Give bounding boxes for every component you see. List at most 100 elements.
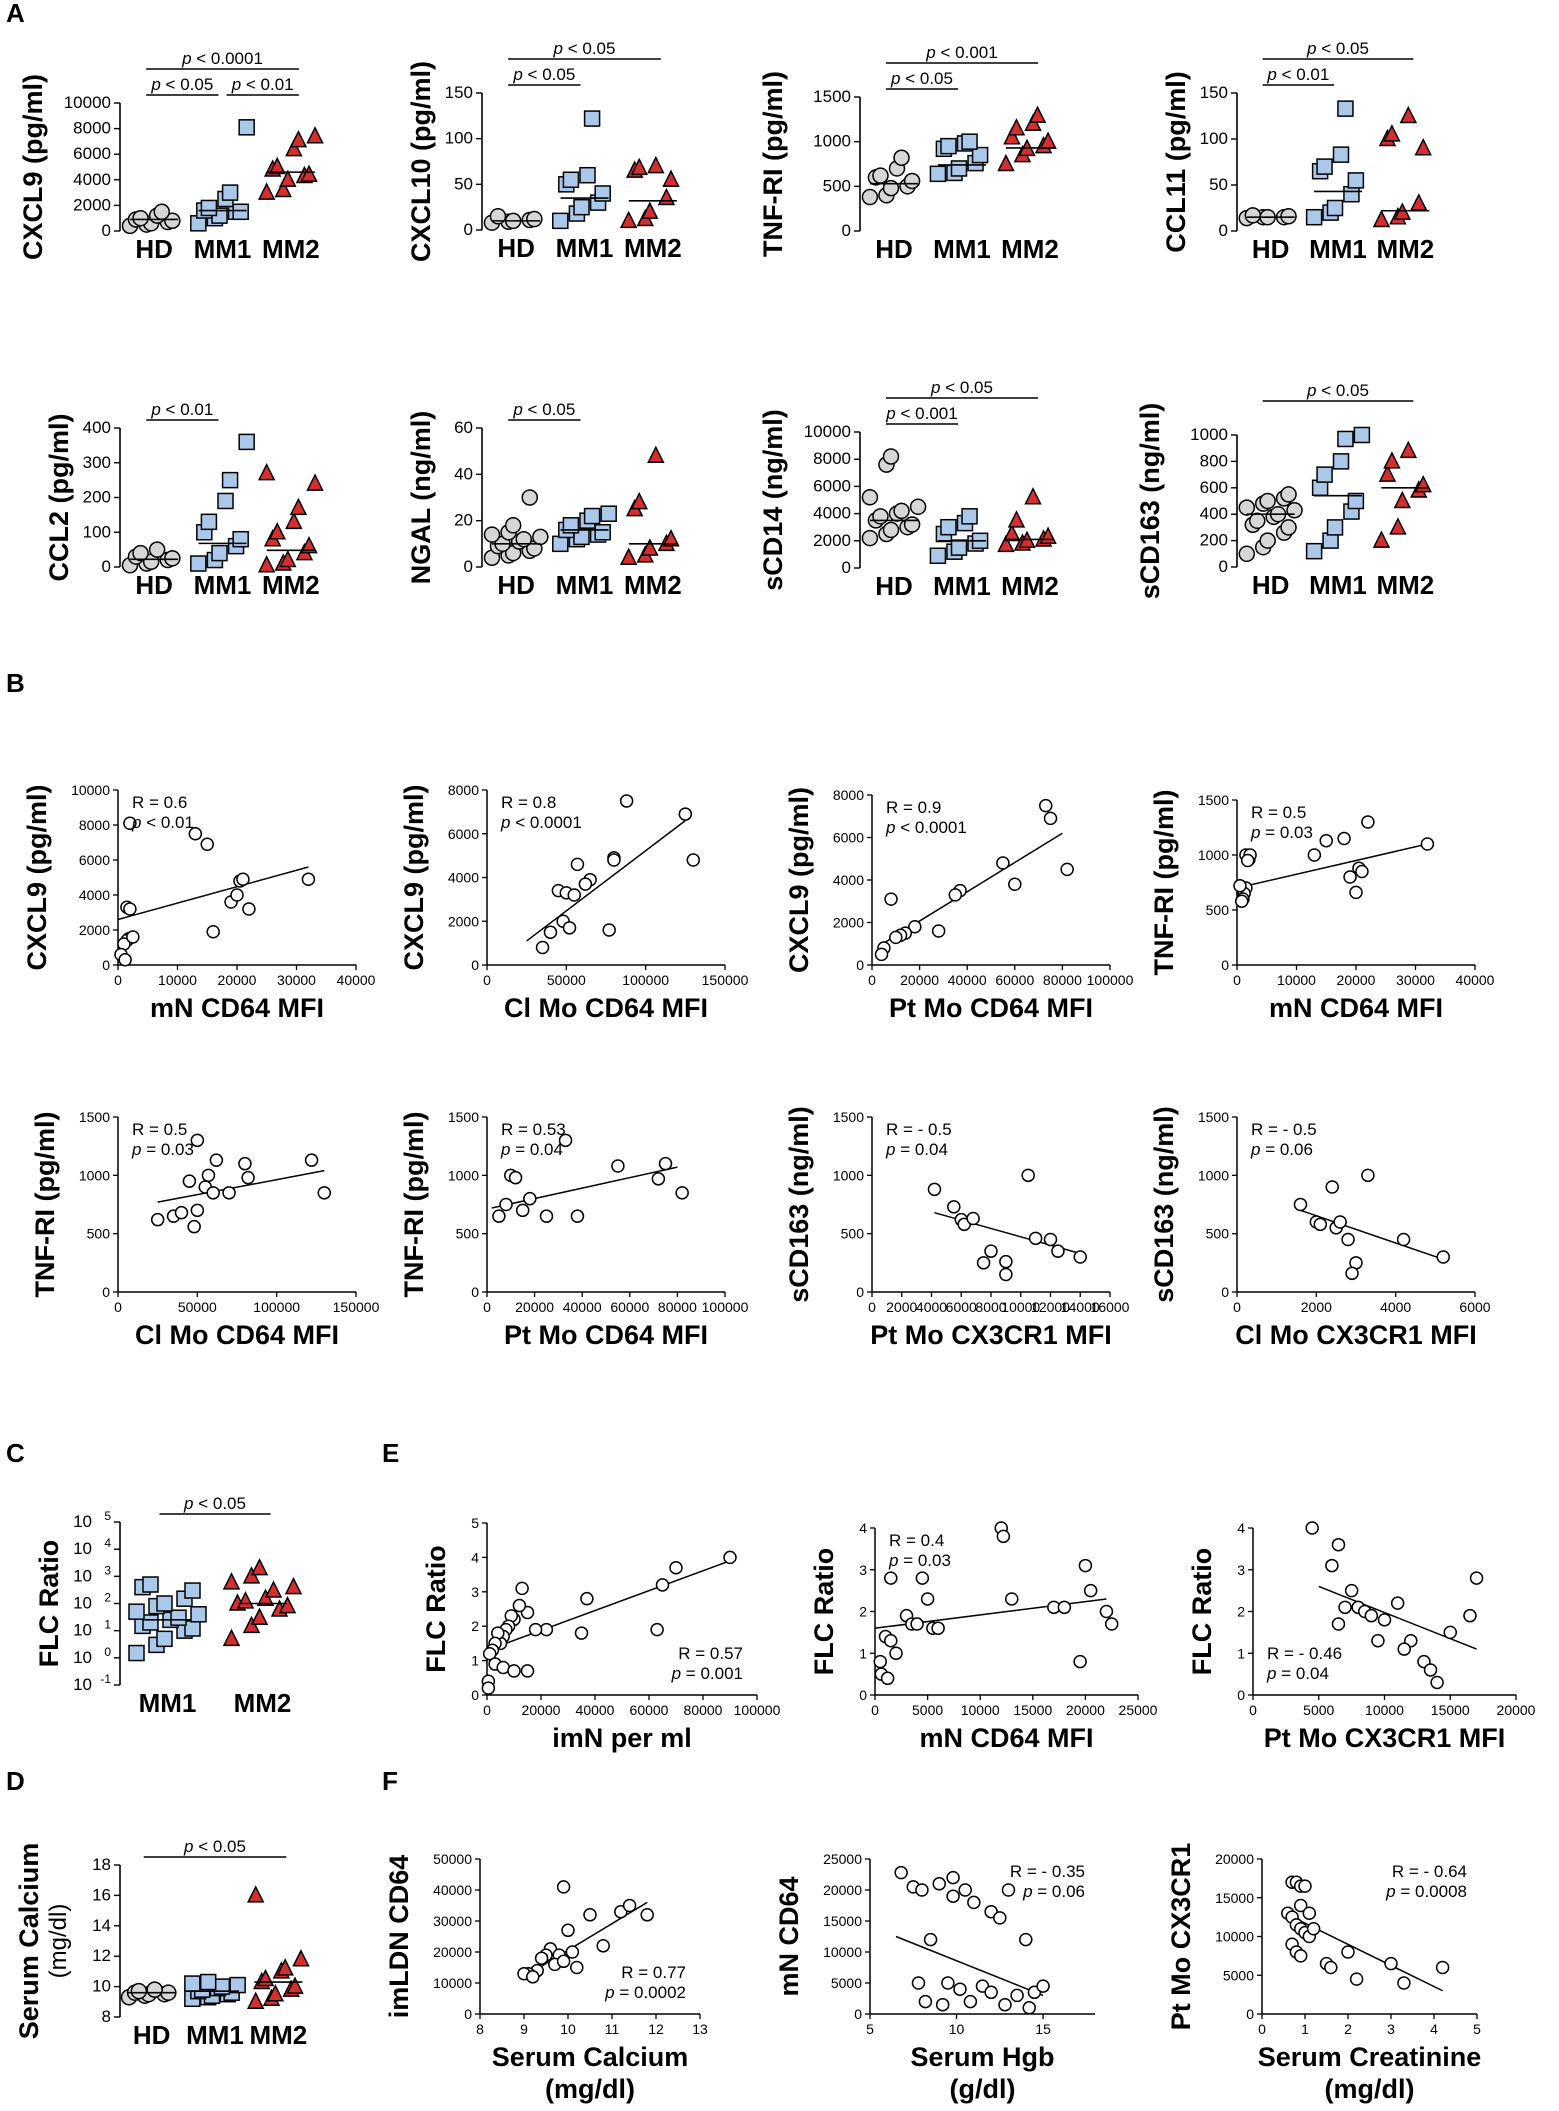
p-value-label: p = 0.0008 (1385, 1882, 1467, 1901)
data-point (561, 1923, 575, 1938)
data-point (1371, 1633, 1385, 1648)
data-point (1233, 879, 1247, 893)
p-value: = 0.06 (1033, 1882, 1085, 1901)
data-point (596, 1939, 610, 1953)
x-tick-label: 5000 (912, 1702, 943, 1718)
category-label-hd: HD (875, 234, 913, 264)
x-tick-label: 40000 (563, 1299, 602, 1315)
data-point (1043, 1232, 1058, 1247)
significance-label: p < 0.001 (885, 404, 957, 423)
point-hd (483, 526, 501, 543)
chart-11: 0 500 1000 1500 0 10000 20000 30000 40000 TNF-RI … (1149, 790, 1495, 1023)
x-tick-label: 20000 (522, 1702, 561, 1718)
y-tick-label: 0 (102, 221, 111, 240)
x-axis-title: mN CD64 MFI (1269, 993, 1443, 1023)
y-tick-label: 4000 (79, 887, 110, 903)
point-mm2 (1007, 118, 1026, 136)
y-axis-title: TNF-RI (pg/ml) (30, 1112, 60, 1298)
data-point (658, 1156, 673, 1171)
category-label-hd: HD (135, 234, 173, 264)
x-axis-title-unit: (mg/dl) (1325, 2074, 1415, 2104)
data-point (1073, 1654, 1087, 1669)
p-italic: p (1266, 1664, 1276, 1683)
data-point (1341, 1232, 1355, 1247)
data-point (669, 1560, 683, 1575)
point-hd (1280, 486, 1297, 503)
data-point (1337, 831, 1351, 846)
y-tick-label: 500 (1206, 902, 1230, 918)
point-mm1 (1305, 208, 1323, 226)
data-point (686, 853, 701, 867)
point-mm1 (238, 119, 255, 136)
data-point (570, 1209, 585, 1223)
point-mm1 (142, 1614, 159, 1631)
x-tick-label: 100000 (702, 1299, 749, 1315)
point-mm2 (268, 156, 286, 175)
point-hd (893, 149, 910, 166)
x-tick-label: 25000 (1119, 1702, 1158, 1718)
x-tick-label: 0 (871, 1702, 879, 1718)
data-point (188, 827, 203, 841)
y-tick-label: 3 (859, 1562, 867, 1578)
p-italic: p (131, 813, 141, 832)
data-point (908, 920, 922, 934)
y-tick-label: 0 (471, 1687, 479, 1703)
point-hd (515, 530, 533, 548)
data-point (884, 1633, 898, 1648)
point-mm2 (279, 549, 297, 568)
chart-0: 0 2000 4000 6000 8000 10000 CXCL9 (pg/ml) HD MM1… (18, 49, 324, 264)
data-point (1435, 1960, 1450, 1975)
p-italic: p (885, 404, 895, 423)
x-tick-label: 40000 (337, 972, 376, 988)
y-axis-title-unit: (mg/dl) (45, 1904, 72, 1979)
x-tick-label: 100000 (734, 1702, 781, 1718)
data-point (1060, 862, 1074, 877)
data-point (1293, 1197, 1308, 1212)
significance-label: p < 0.05 (1306, 39, 1369, 58)
point-mm2 (647, 155, 665, 174)
y-tick-label: 40000 (433, 1882, 472, 1898)
p-value: = 0.03 (141, 1140, 193, 1159)
y-tick-label: 6000 (73, 144, 111, 163)
significance-label: p < 0.05 (183, 1494, 246, 1513)
x-tick-label: 20000 (1337, 972, 1376, 988)
p-value: = 0.04 (510, 1140, 562, 1159)
point-mm2 (1372, 530, 1391, 548)
x-tick-label: 0 (1233, 1299, 1241, 1315)
x-axis-title: Cl Mo CD64 MFI (135, 1320, 339, 1350)
r-value-label: R = 0.53 (501, 1120, 566, 1139)
point-mm1 (940, 518, 957, 536)
y-tick-label: 8000 (833, 787, 864, 803)
point-mm1 (583, 110, 601, 127)
point-mm2 (647, 445, 665, 464)
p-italic: p (181, 49, 191, 68)
significance-label: p < 0.05 (930, 378, 993, 397)
point-mm2 (1007, 510, 1026, 528)
y-tick-label: 100 (83, 522, 111, 541)
data-point (1324, 1960, 1338, 1975)
p-italic: p (553, 39, 563, 58)
x-tick-label: 4000 (1380, 1299, 1411, 1315)
point-mm1 (1343, 185, 1360, 203)
p-italic: p (231, 75, 241, 94)
y-tick-label: 150 (445, 83, 473, 102)
data-point (123, 902, 137, 916)
y-tick-label: 0 (102, 1284, 110, 1300)
point-mm1 (1332, 453, 1350, 470)
point-mm2 (1383, 451, 1401, 469)
y-tick-label: 600 (1200, 478, 1228, 497)
point-mm2 (641, 538, 659, 556)
panel-letter-a: A (6, 0, 25, 28)
data-point (923, 1932, 938, 1947)
x-tick-label: 20000 (900, 972, 939, 988)
data-point (1313, 1217, 1328, 1232)
point-mm1 (238, 433, 255, 451)
trend-line (486, 1560, 731, 1651)
data-point (1469, 1571, 1484, 1585)
x-tick-label: 0 (114, 1299, 122, 1315)
y-axis-title: mN CD64 (774, 1876, 804, 1996)
p-italic: p (500, 813, 510, 832)
y-tick-label: 10 (92, 1977, 111, 1996)
data-point (241, 1170, 255, 1185)
